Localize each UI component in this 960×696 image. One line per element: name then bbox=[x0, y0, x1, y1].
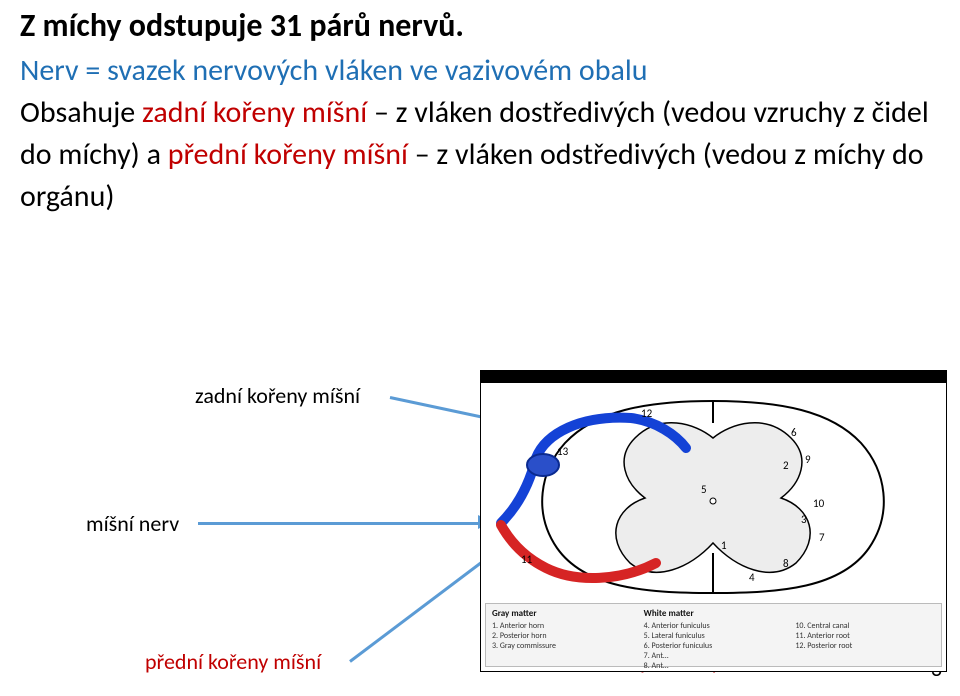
diagram-num-7: 7 bbox=[819, 531, 825, 544]
spinal-cord-diagram: 1 2 3 4 5 6 7 8 9 10 11 12 13 Gray matte… bbox=[480, 370, 947, 672]
legend-gray-title: Gray matter bbox=[492, 608, 632, 619]
diagram-num-3: 3 bbox=[801, 513, 807, 526]
diagram-num-5: 5 bbox=[701, 483, 707, 496]
definition-line: Nerv = svazek nervových vláken ve vazivo… bbox=[20, 52, 648, 89]
spinal-ganglion bbox=[527, 454, 559, 476]
para-text-1: Obsahuje bbox=[20, 94, 142, 131]
legend-white-3: 6. Posterior funiculus bbox=[644, 641, 784, 651]
central-canal bbox=[710, 498, 716, 504]
diagram-num-8: 8 bbox=[783, 557, 789, 570]
legend-gray-3: 3. Gray commissure bbox=[492, 641, 632, 651]
legend-white-2: 5. Lateral funiculus bbox=[644, 631, 784, 641]
diagram-num-12: 12 bbox=[641, 407, 652, 420]
legend-white-title: White matter bbox=[644, 608, 784, 619]
diagram-num-9: 9 bbox=[805, 453, 811, 466]
diagram-num-10: 10 bbox=[813, 497, 824, 510]
arrow-nerv bbox=[198, 522, 478, 525]
page-title: Z míchy odstupuje 31 párů nervů. bbox=[20, 6, 464, 45]
legend-white-4: 7. Ant… bbox=[644, 651, 784, 661]
legend-col-white: White matter 4. Anterior funiculus 5. La… bbox=[638, 604, 790, 666]
legend-col3-spacer bbox=[795, 608, 935, 619]
spinal-cord-svg bbox=[481, 383, 946, 605]
label-misni-nerv: míšní nerv bbox=[86, 510, 179, 537]
legend-white-6: 9. Posterior median sulcus bbox=[644, 671, 784, 672]
diagram-num-2: 2 bbox=[783, 459, 789, 472]
legend-c3-1: 10. Central canal bbox=[795, 621, 935, 631]
legend-white-1: 4. Anterior funiculus bbox=[644, 621, 784, 631]
legend-white-5: 8. Ant… bbox=[644, 661, 784, 671]
diagram-num-1: 1 bbox=[721, 539, 727, 552]
main-paragraph: Nerv = svazek nervových vláken ve vazivo… bbox=[20, 50, 940, 218]
diagram-num-4: 4 bbox=[749, 571, 755, 584]
legend-col-3: 10. Central canal 11. Anterior root 12. … bbox=[789, 604, 941, 666]
legend-c3-3: 12. Posterior root bbox=[795, 641, 935, 651]
label-predni-koreny: přední kořeny míšní bbox=[145, 648, 321, 675]
diagram-num-13: 13 bbox=[557, 445, 568, 458]
legend-col-gray: Gray matter 1. Anterior horn 2. Posterio… bbox=[486, 604, 638, 666]
legend-c3-2: 11. Anterior root bbox=[795, 631, 935, 641]
term-predni: přední kořeny míšní bbox=[168, 136, 408, 173]
label-zadni-koreny: zadní kořeny míšní bbox=[195, 382, 360, 409]
legend-gray-1: 1. Anterior horn bbox=[492, 621, 632, 631]
diagram-legend: Gray matter 1. Anterior horn 2. Posterio… bbox=[485, 603, 942, 667]
diagram-num-11: 11 bbox=[521, 553, 532, 566]
diagram-num-6: 6 bbox=[791, 426, 797, 439]
term-zadni: zadní kořeny míšní bbox=[142, 94, 367, 131]
legend-gray-2: 2. Posterior horn bbox=[492, 631, 632, 641]
